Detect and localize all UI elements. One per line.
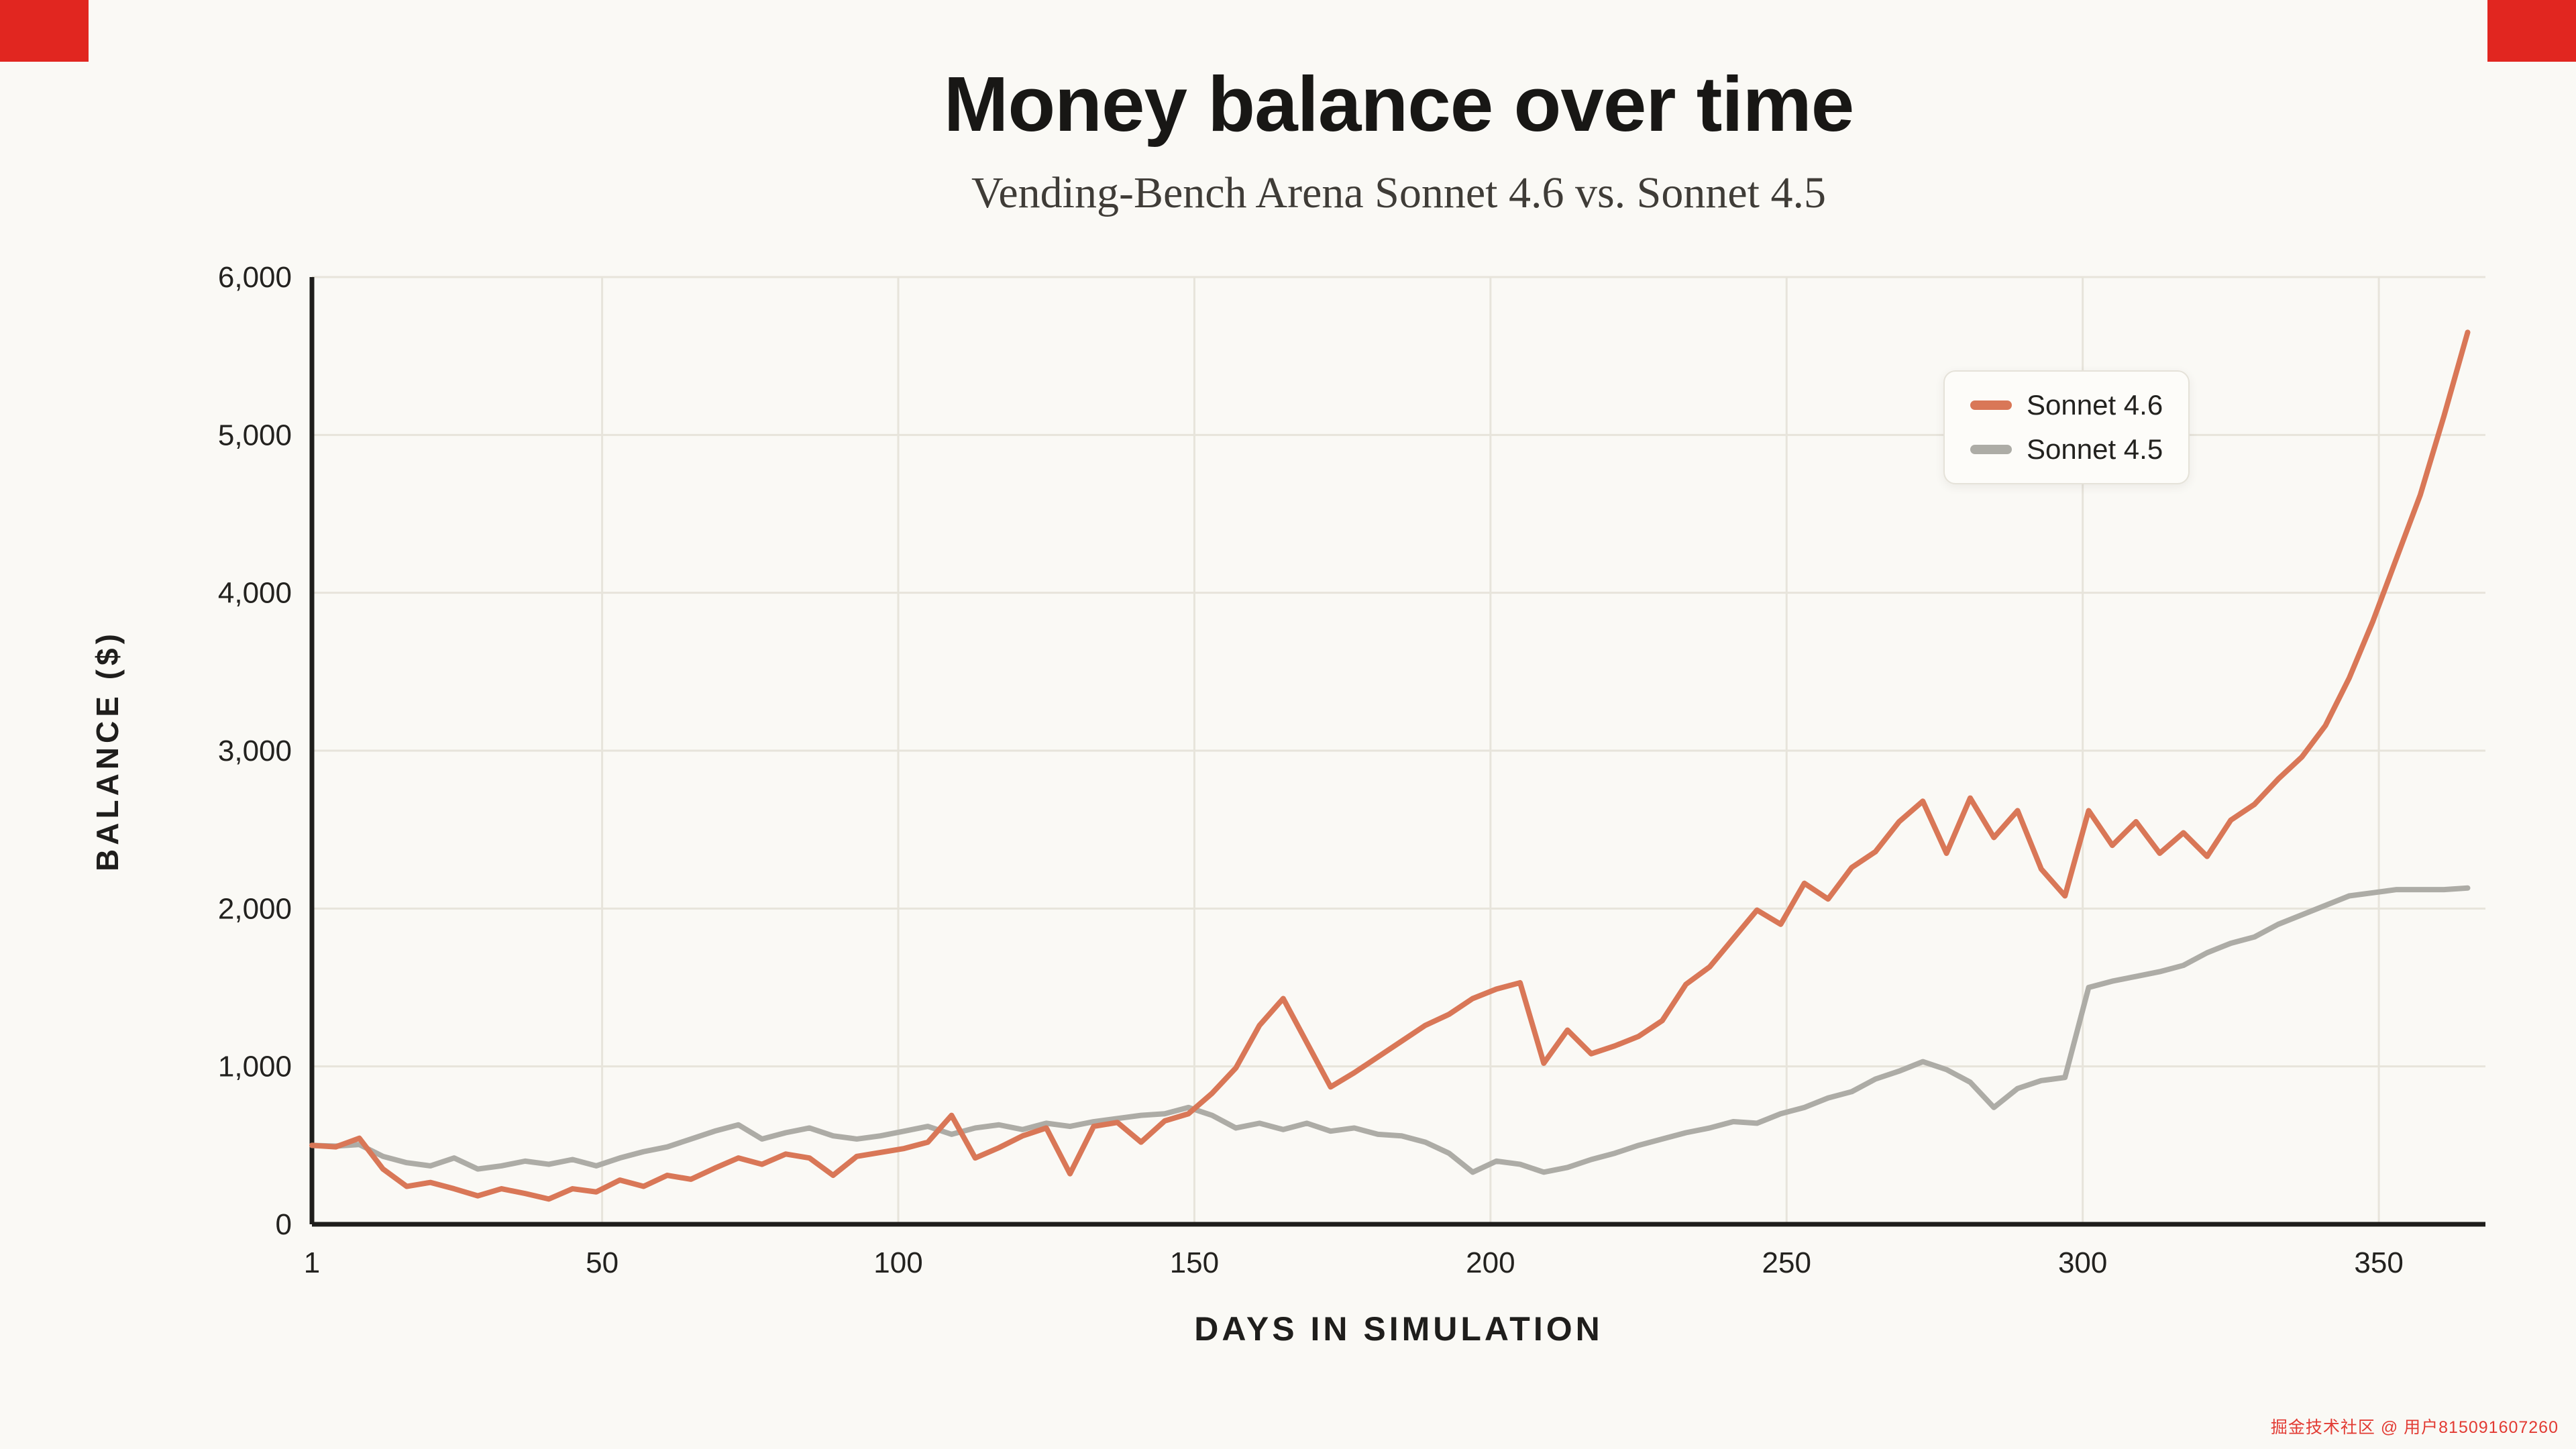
x-tick-label: 200 <box>1466 1246 1515 1279</box>
legend-item-sonnet-4-5: Sonnet 4.5 <box>1970 433 2163 466</box>
x-tick-label: 150 <box>1170 1246 1219 1279</box>
legend-label-sonnet-4-5: Sonnet 4.5 <box>2027 433 2163 465</box>
gridlines <box>312 276 2485 1224</box>
y-tick-label: 3,000 <box>218 735 292 767</box>
corner-mark-top-right <box>2487 0 2576 62</box>
y-tick-label: 5,000 <box>218 419 292 451</box>
line-sonnet-4-5 <box>309 885 2471 1175</box>
x-tick-label: 250 <box>1762 1246 1811 1279</box>
y-tick-label: 0 <box>276 1208 292 1241</box>
x-tick-label: 50 <box>586 1246 619 1279</box>
y-tick-label: 6,000 <box>218 261 292 294</box>
x-tick-label: 350 <box>2354 1246 2403 1279</box>
legend-swatch-sonnet-4-6 <box>1970 400 2012 410</box>
corner-mark-top-left <box>0 0 89 62</box>
legend: Sonnet 4.6 Sonnet 4.5 <box>1943 370 2190 484</box>
x-axis-title: DAYS IN SIMULATION <box>1194 1310 1603 1348</box>
axes: 1 50 100 150 200 250 300 35001,0002,0003,0004,0… <box>218 261 2485 1279</box>
y-axis-title: BALANCE ($) <box>90 630 125 871</box>
chart-title: Money balance over time <box>943 60 1855 148</box>
y-tick-label: 4,000 <box>218 577 292 610</box>
line-sonnet-4-6 <box>309 329 2471 1202</box>
chart-subtitle: Vending-Bench Arena Sonnet 4.6 vs. Sonne… <box>971 168 1827 217</box>
watermark-text: 掘金技术社区 @ 用户815091607260 <box>2270 1418 2559 1437</box>
x-tick-label: 300 <box>2058 1246 2107 1279</box>
x-tick-label: 1 <box>304 1246 320 1279</box>
legend-label-sonnet-4-6: Sonnet 4.6 <box>2027 389 2163 421</box>
y-tick-label: 1,000 <box>218 1051 292 1083</box>
legend-item-sonnet-4-6: Sonnet 4.6 <box>1970 389 2163 421</box>
y-tick-label: 2,000 <box>218 892 292 925</box>
legend-swatch-sonnet-4-5 <box>1970 445 2012 454</box>
x-tick-label: 100 <box>873 1246 922 1279</box>
